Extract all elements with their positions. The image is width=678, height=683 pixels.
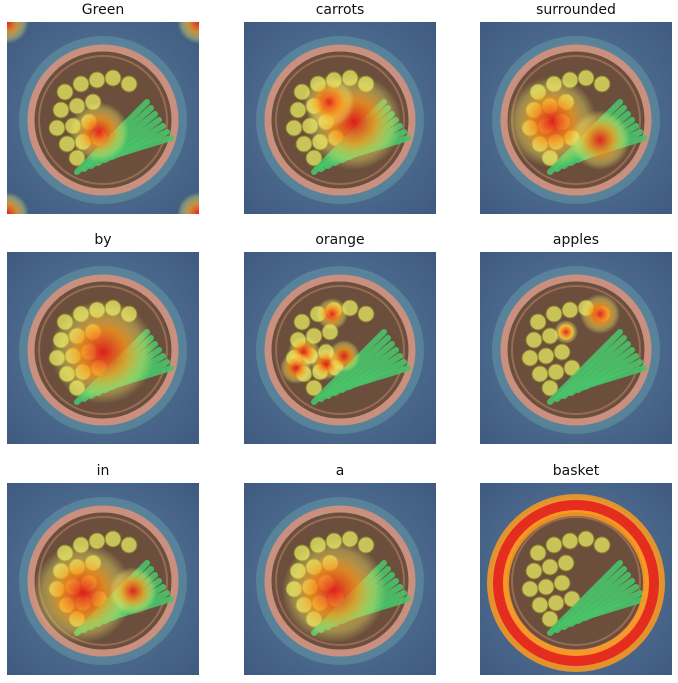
heat-overlay	[7, 22, 199, 214]
heat-overlay	[554, 294, 620, 344]
heat-overlay	[280, 298, 360, 384]
heat-overlay	[487, 494, 665, 672]
heat-overlay	[303, 74, 402, 170]
heatmap-image-carrots	[244, 22, 436, 214]
heatmap-image-green	[7, 22, 199, 214]
panel-title: by	[94, 232, 112, 248]
panel-title: orange	[315, 232, 365, 248]
panel-title: basket	[552, 463, 600, 479]
heat-overlay	[282, 539, 386, 643]
heatmap-image-in	[7, 483, 199, 675]
heatmap-image-surrounded	[480, 22, 672, 214]
heatmap-image-a	[244, 483, 436, 675]
heatmap-image-orange	[244, 252, 436, 444]
heatmap-image-apples	[480, 252, 672, 444]
panel-title: apples	[552, 232, 600, 248]
heatmap-image-basket	[480, 483, 672, 675]
panel-title: Green	[81, 2, 125, 18]
panel-title: in	[96, 463, 110, 479]
heatmap-image-by	[7, 252, 199, 444]
panel-title: surrounded	[536, 2, 616, 18]
panel-title: a	[335, 463, 345, 479]
heat-overlay	[51, 300, 155, 404]
panel-title: carrots	[315, 2, 365, 18]
photo-layer	[480, 252, 672, 444]
heat-overlay	[507, 77, 630, 170]
heat-overlay	[33, 543, 157, 643]
